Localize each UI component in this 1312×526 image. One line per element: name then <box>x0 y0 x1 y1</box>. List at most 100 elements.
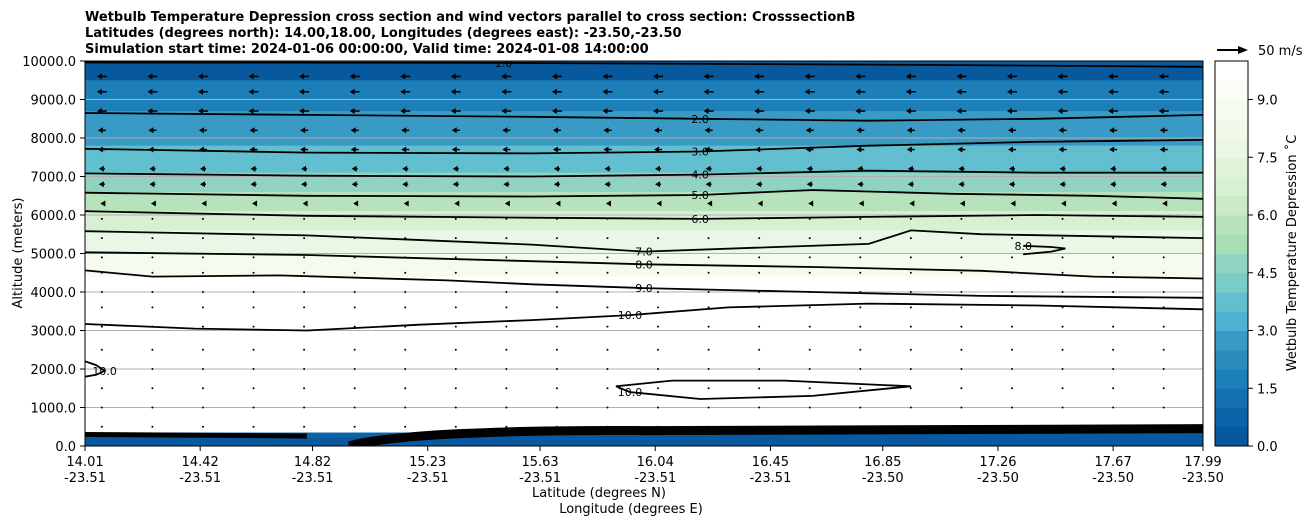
contour-line-11 <box>1023 244 1066 256</box>
wind-vector-head <box>707 200 713 207</box>
x-axis-label-latitude: Latitude (degrees N) <box>532 486 666 501</box>
wind-vector-head <box>1158 73 1164 80</box>
wind-vector <box>1006 88 1017 95</box>
wind-vector <box>100 271 103 274</box>
wind-vector-head <box>906 146 912 153</box>
wind-vector <box>303 387 306 390</box>
wind-vector-head <box>654 146 660 153</box>
wind-vector-head <box>248 73 254 80</box>
wind-vector-head <box>502 127 508 134</box>
wind-vector-head <box>147 88 153 95</box>
y-axis-label: Altitude (meters) <box>11 198 26 309</box>
wind-vector <box>707 271 710 274</box>
x-tick-lat-label-2: 14.82 <box>294 455 331 470</box>
fill-band-0 <box>85 61 1203 81</box>
wind-vector <box>454 217 457 220</box>
wind-vector <box>1057 73 1068 80</box>
wind-vector-head <box>857 165 863 172</box>
wind-vector <box>353 291 356 293</box>
wind-vector <box>198 146 207 153</box>
wind-vector-head <box>199 181 205 188</box>
wind-vector <box>1109 127 1118 134</box>
wind-vector <box>758 387 761 390</box>
x-tick-lon-label-3: -23.51 <box>407 471 449 486</box>
wind-vector <box>1111 200 1117 207</box>
wind-vector-head <box>703 73 709 80</box>
wind-vector-head <box>705 181 711 188</box>
wind-vector <box>1112 256 1115 259</box>
chart-title-line-3: Simulation start time: 2024-01-06 00:00:… <box>85 42 649 57</box>
wind-vector-head <box>756 165 762 172</box>
wind-vector-head <box>755 146 761 153</box>
wind-vector <box>401 127 410 134</box>
contour-line-6 <box>85 229 1203 253</box>
wind-vector <box>859 406 862 409</box>
wind-vector <box>147 73 158 80</box>
wind-vector <box>299 73 310 80</box>
wind-vector <box>808 387 811 390</box>
x-tick-lat-label-4: 15.63 <box>521 455 558 470</box>
wind-vector <box>707 348 710 351</box>
wind-vector <box>1059 181 1066 188</box>
wind-vector <box>606 406 609 409</box>
wind-vector <box>857 181 864 188</box>
fill-band-7 <box>85 230 1203 254</box>
wind-vector-head <box>350 127 356 134</box>
wind-vector-head <box>958 165 964 172</box>
wind-vector-head <box>1061 200 1067 207</box>
wind-vector <box>758 406 761 409</box>
chart-title-line-1: Wetbulb Temperature Depression cross sec… <box>85 10 855 25</box>
wind-vector-head <box>551 108 557 115</box>
colorbar-segment-18 <box>1215 80 1248 100</box>
wind-vector <box>657 325 660 328</box>
colorbar-segment-1 <box>1215 407 1248 428</box>
x-tick-lon-label-4: -23.51 <box>519 471 561 486</box>
wind-vector-head <box>704 146 710 153</box>
wind-vector <box>655 181 662 188</box>
colorbar-segment-17 <box>1215 99 1248 120</box>
wind-vector-head <box>655 165 661 172</box>
wind-vector-head <box>147 73 153 80</box>
colorbar-tick-label-2: 3.0 <box>1257 325 1278 340</box>
wind-vector <box>1108 73 1119 80</box>
wind-vector-head <box>400 88 406 95</box>
wind-vector <box>100 291 103 293</box>
wind-vector <box>657 368 660 370</box>
wind-vector <box>404 306 407 309</box>
wind-vector <box>1162 368 1165 370</box>
wind-vector <box>1057 108 1068 115</box>
wind-vector-head <box>1008 181 1014 188</box>
wind-vector-head <box>906 127 912 134</box>
x-tick-lat-label-3: 15.23 <box>409 455 446 470</box>
wind-vector <box>1162 387 1165 390</box>
y-tick-label-3: 3000.0 <box>31 325 77 340</box>
wind-vector-head <box>705 165 711 172</box>
wind-vector <box>252 306 255 309</box>
wind-vector-head <box>149 165 155 172</box>
wind-vector-head <box>1159 127 1165 134</box>
wind-vector <box>404 291 407 293</box>
wind-vector-head <box>1059 181 1065 188</box>
wind-vector <box>97 127 106 134</box>
wind-vector-head <box>905 73 911 80</box>
wind-vector <box>909 200 915 207</box>
colorbar-segment-12 <box>1215 195 1248 216</box>
wind-vector-head <box>351 181 357 188</box>
wind-vector <box>454 200 460 207</box>
wind-vector <box>755 146 764 153</box>
wind-vector <box>957 127 966 134</box>
wind-vector <box>808 306 811 309</box>
wind-vector <box>148 146 157 153</box>
wind-vector-head <box>1111 200 1117 207</box>
chart-title-line-2: Latitudes (degrees north): 14.00,18.00, … <box>85 26 682 41</box>
wind-vector <box>1010 271 1013 274</box>
wind-vector <box>606 291 609 293</box>
wind-vector-head <box>1160 165 1166 172</box>
wind-vector-head <box>300 146 306 153</box>
wind-vector <box>1061 406 1064 409</box>
wind-vector-head <box>299 73 305 80</box>
wind-vector <box>505 271 508 274</box>
wind-vector <box>151 425 154 428</box>
wind-vector <box>808 217 811 220</box>
contour-fill-layer <box>85 61 1203 446</box>
